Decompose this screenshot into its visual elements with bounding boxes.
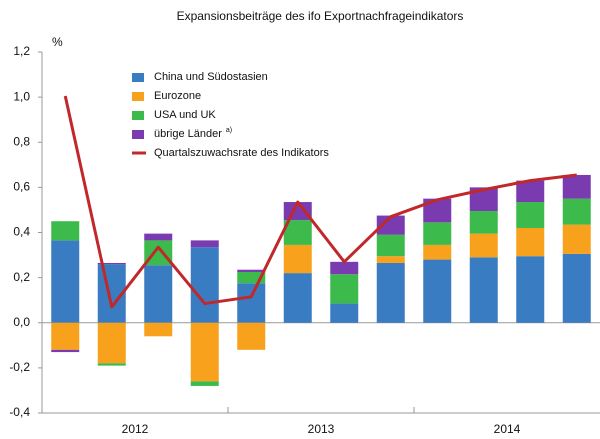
bar-segment	[423, 198, 452, 223]
bar-segment	[376, 234, 405, 257]
bar-segment	[283, 273, 312, 323]
legend-name: Eurozone	[154, 90, 201, 102]
bar-segment	[469, 233, 498, 258]
y-tick-label: 0,6	[13, 180, 30, 194]
bar-segment	[190, 240, 219, 248]
bar-segment	[376, 262, 405, 323]
bar-segment	[237, 269, 266, 272]
bar-segment	[423, 244, 452, 260]
bar-segment	[516, 256, 545, 323]
bar-segment	[330, 303, 359, 323]
bar-segment	[97, 322, 126, 364]
y-tick-label: -0,2	[9, 360, 30, 374]
bar-segment	[51, 349, 80, 353]
legend-swatch	[132, 111, 144, 120]
bar-segment	[51, 322, 80, 350]
bar-segment	[330, 261, 359, 275]
bar-segment	[423, 259, 452, 323]
bar-segment	[469, 187, 498, 212]
y-unit: %	[52, 35, 63, 49]
bar-segment	[516, 227, 545, 257]
bar-segment	[237, 322, 266, 350]
bar-segment	[144, 233, 173, 241]
line	[63, 95, 577, 309]
bar-segment	[562, 174, 591, 199]
bar-segment	[423, 222, 452, 245]
y-tick-label: 1,2	[13, 44, 30, 58]
legend-note: a)	[226, 127, 232, 134]
bar-segment	[51, 240, 80, 323]
bar-segment	[144, 265, 173, 323]
x-group-label: 2014	[494, 422, 521, 436]
legend-name: China und Südostasien	[154, 71, 268, 83]
bar-segment	[237, 271, 266, 284]
bar-segment	[97, 363, 126, 366]
bar-segment	[144, 322, 173, 337]
legend-box	[126, 64, 364, 160]
bar-segment	[516, 180, 545, 203]
legend-label: Eurozone	[154, 90, 201, 102]
bar-segment	[190, 381, 219, 386]
y-tick-label: 0,8	[13, 134, 30, 148]
y-tick-label: 1,0	[13, 89, 30, 103]
bar-segment	[190, 322, 219, 382]
x-group-label: 2013	[308, 422, 335, 436]
bar-segment	[376, 215, 405, 235]
bar-segment	[516, 202, 545, 228]
bar-segment	[51, 221, 80, 241]
bar-segment	[562, 198, 591, 225]
y-tick-label: 0,0	[13, 315, 30, 329]
bar-segment	[190, 247, 219, 323]
legend-name: USA und UK	[154, 109, 216, 121]
bar-segment	[97, 262, 126, 265]
legend-label: China und Südostasien	[154, 71, 268, 83]
legend-label: übrige Länder a)	[154, 127, 232, 140]
bar-segment	[469, 211, 498, 234]
legend-label: USA und UK	[154, 109, 216, 121]
legend-swatch	[132, 130, 144, 139]
bar-segment	[283, 244, 312, 274]
bar-segment	[469, 257, 498, 323]
legend-swatch	[132, 73, 144, 82]
bar-segment	[376, 256, 405, 263]
x-group-label: 2012	[122, 422, 149, 436]
bar-segment	[330, 274, 359, 304]
bar-segment	[562, 224, 591, 254]
chart-title: Expansionsbeiträge des ifo Exportnachfra…	[177, 9, 464, 23]
y-tick-label: 0,4	[13, 225, 30, 239]
legend-name: übrige Länder	[154, 128, 222, 140]
y-tick-label: -0,4	[9, 405, 30, 419]
legend-label: Quartalszuwachsrate des Indikators	[154, 147, 329, 159]
legend-swatch	[132, 92, 144, 101]
y-tick-label: 0,2	[13, 270, 30, 284]
bar-segment	[562, 253, 591, 323]
bar-segment	[237, 283, 266, 323]
